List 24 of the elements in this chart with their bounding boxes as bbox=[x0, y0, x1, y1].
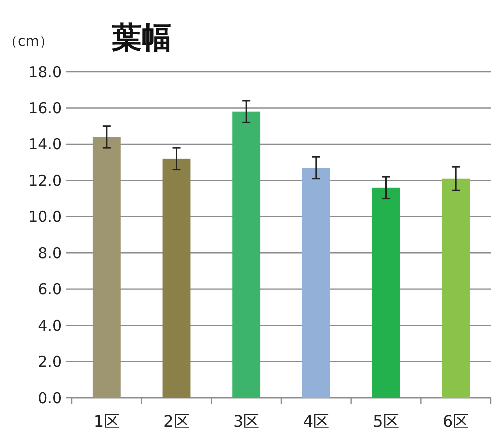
y-tick-label: 4.0 bbox=[38, 316, 62, 335]
bar bbox=[92, 137, 121, 398]
y-tick-label: 6.0 bbox=[38, 280, 62, 299]
y-tick-label: 10.0 bbox=[28, 208, 62, 226]
y-tick-label: 18.0 bbox=[28, 63, 62, 82]
bar bbox=[442, 178, 470, 398]
bar bbox=[302, 168, 330, 398]
y-tick-label: 12.0 bbox=[28, 172, 62, 190]
x-tick-label: 5区 bbox=[373, 412, 400, 431]
x-tick-label: 6区 bbox=[442, 412, 470, 431]
bar bbox=[372, 188, 400, 398]
chart-title: 葉幅 bbox=[111, 21, 172, 56]
y-tick-label: 0.0 bbox=[38, 389, 62, 408]
bar bbox=[162, 158, 191, 398]
x-tick-label: 4区 bbox=[303, 412, 330, 431]
y-tick-label: 8.0 bbox=[38, 244, 62, 262]
x-tick-label: 3区 bbox=[233, 412, 260, 431]
y-axis-title: （cm） bbox=[4, 34, 54, 50]
bar bbox=[232, 112, 261, 398]
y-tick-label: 2.0 bbox=[38, 353, 62, 372]
y-tick-label: 14.0 bbox=[28, 136, 62, 154]
x-tick-label: 1区 bbox=[94, 412, 120, 431]
x-tick-label: 2区 bbox=[164, 412, 190, 431]
y-tick-label: 16.0 bbox=[28, 99, 62, 118]
